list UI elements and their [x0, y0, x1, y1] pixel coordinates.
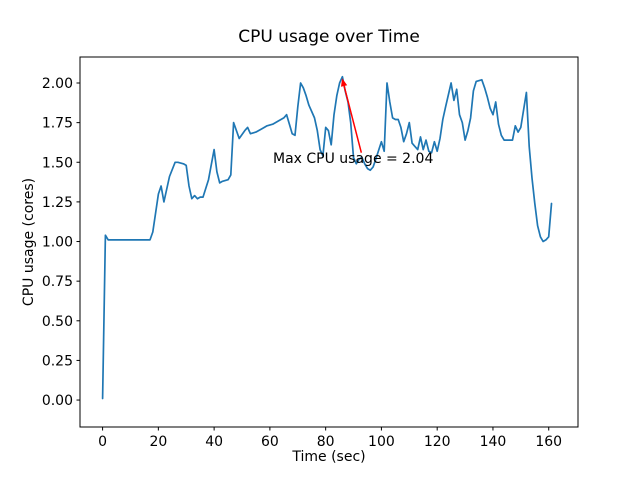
max-cpu-annotation: Max CPU usage = 2.04: [273, 78, 433, 167]
x-axis-ticks: 0 20 40 60 80 100 120 140 160: [98, 427, 562, 450]
x-tick-label: 80: [317, 434, 335, 450]
annotation-arrow-line: [343, 85, 363, 153]
y-tick-label: 0.25: [42, 353, 73, 369]
x-tick-label: 160: [535, 434, 562, 450]
y-axis-ticks: 0.00 0.25 0.50 0.75 1.00 1.25 1.50 1.75 2.00: [42, 76, 80, 409]
x-tick-label: 100: [368, 434, 395, 450]
y-tick-label: 1.00: [42, 235, 73, 251]
x-tick-label: 120: [424, 434, 451, 450]
y-tick-label: 0.00: [42, 393, 73, 409]
annotation-text: Max CPU usage = 2.04: [273, 151, 433, 167]
cpu-usage-series-line: [101, 75, 553, 400]
y-axis-label: CPU usage (cores): [21, 178, 37, 306]
plot-area: [80, 57, 578, 427]
y-tick-label: 1.25: [42, 195, 73, 211]
axes-spines: [79, 56, 579, 428]
y-tick-label: 1.75: [42, 116, 73, 132]
chart-title: CPU usage over Time: [238, 27, 420, 47]
annotation-arrow-head: [341, 78, 348, 87]
x-axis-label: Time (sec): [291, 449, 365, 465]
x-tick-label: 20: [149, 434, 167, 450]
y-tick-label: 0.75: [42, 274, 73, 290]
x-tick-label: 60: [261, 434, 279, 450]
y-tick-label: 0.50: [42, 314, 73, 330]
x-tick-label: 140: [480, 434, 507, 450]
y-tick-label: 2.00: [42, 76, 73, 92]
x-tick-label: 0: [98, 434, 107, 450]
x-tick-label: 40: [205, 434, 223, 450]
y-tick-label: 1.50: [42, 155, 73, 171]
